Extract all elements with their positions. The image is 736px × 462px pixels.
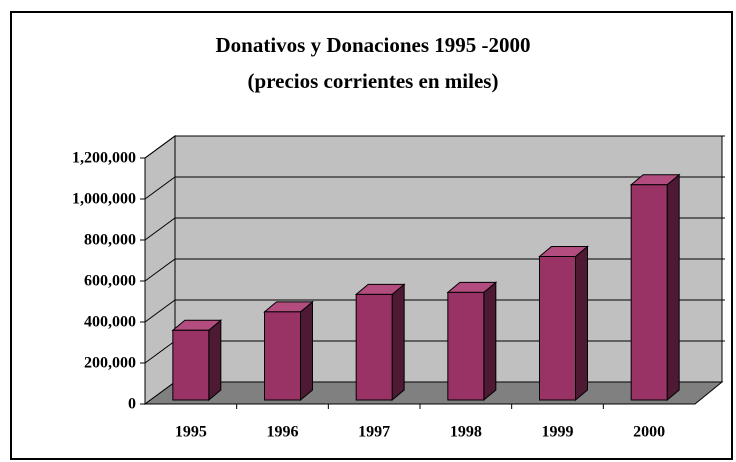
x-tick-label: 2000 [633, 424, 665, 441]
bar [263, 300, 314, 402]
bar-side [575, 245, 588, 402]
bar-side [666, 173, 680, 402]
grid-line [144, 135, 725, 159]
bar-front [630, 184, 668, 401]
x-tick-label: 1995 [175, 424, 207, 441]
bar-side [208, 319, 222, 402]
bar-side [391, 283, 405, 402]
y-tick-label: 1,000,000 [72, 191, 136, 208]
bar-front [172, 329, 210, 401]
grid-line [144, 176, 725, 200]
y-tick-label: 0 [128, 396, 136, 413]
x-tick-label: 1996 [267, 424, 299, 441]
bar-front [355, 293, 393, 401]
chart-subtitle: (precios corrientes en miles) [248, 69, 499, 93]
bar-side [483, 281, 497, 402]
bar [538, 245, 589, 402]
chart-title: Donativos y Donaciones 1995 -2000 [215, 33, 530, 57]
y-tick-label: 800,000 [84, 232, 136, 249]
bar-front [264, 311, 301, 401]
y-tick-label: 200,000 [84, 355, 136, 372]
bar [354, 283, 406, 402]
bar-side [300, 300, 313, 402]
bar-front [447, 291, 485, 401]
x-tick-label: 1999 [542, 424, 574, 441]
grid-line [144, 217, 725, 241]
bar [446, 281, 498, 402]
y-tick-label: 1,200,000 [72, 150, 136, 167]
bar-front [539, 256, 576, 401]
x-tick-label: 1998 [450, 424, 482, 441]
bar [171, 319, 223, 402]
y-tick-label: 600,000 [84, 273, 136, 290]
x-tick-label: 1997 [358, 424, 390, 441]
y-tick-label: 400,000 [84, 314, 136, 331]
bar [629, 173, 681, 402]
